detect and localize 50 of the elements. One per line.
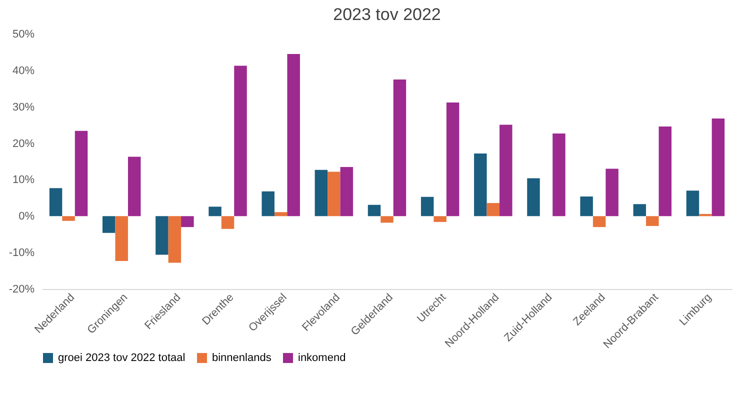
bar [552,133,566,216]
bar [287,54,300,216]
bar [234,66,247,216]
bar [633,204,646,216]
bar [699,214,712,216]
bar [156,216,168,255]
bar [486,203,500,216]
bar [380,216,394,223]
bar [115,216,128,261]
legend-label: binnenlands [212,352,272,364]
legend-label: inkomend [298,352,346,364]
bar [474,153,487,216]
y-tick-label: 10% [12,174,35,186]
bar [712,118,725,216]
bar [686,190,700,216]
bar [646,216,659,226]
y-tick-label: 20% [12,138,35,150]
y-tick-label: 40% [12,64,35,77]
bar [393,80,406,216]
bar [62,216,75,221]
bar [274,212,288,216]
bar [606,168,618,216]
bar [446,102,460,216]
bar [181,216,194,228]
bar [49,188,62,216]
bar [168,216,182,263]
y-tick-label: 50% [12,28,35,40]
bar [328,172,340,216]
bar [221,216,234,229]
bar [208,206,222,216]
bar [102,216,116,233]
bar [340,166,354,216]
y-tick-label: -20% [8,284,35,296]
bar [262,191,274,216]
bar [580,196,593,216]
bar [658,126,672,216]
bar [74,130,88,216]
y-tick-label: 30% [12,101,35,114]
bar [527,178,540,216]
bar [420,196,434,216]
y-tick-label: 0% [18,210,35,223]
bar [434,216,446,222]
bar [592,216,606,228]
bar [128,156,141,216]
bar [368,204,381,216]
y-tick-label: -10% [8,247,35,260]
chart-title: 2023 tov 2022 [333,5,441,24]
legend-label: groei 2023 tov 2022 totaal [58,352,186,364]
bar [500,124,512,216]
bar [314,170,328,216]
